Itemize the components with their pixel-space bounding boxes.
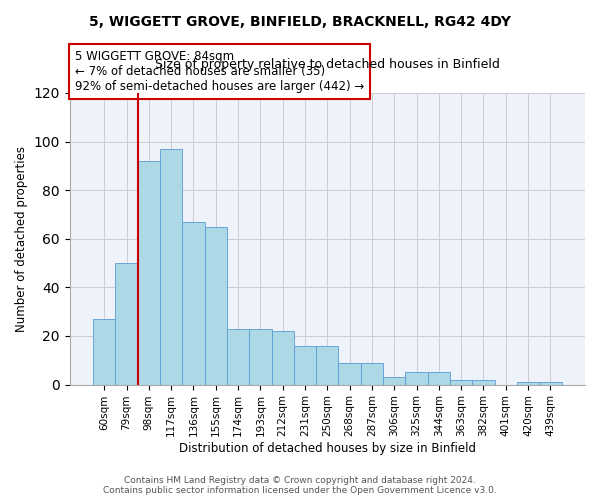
Text: Contains HM Land Registry data © Crown copyright and database right 2024.
Contai: Contains HM Land Registry data © Crown c… <box>103 476 497 495</box>
Bar <box>406 372 428 384</box>
Bar <box>93 319 115 384</box>
Title: Size of property relative to detached houses in Binfield: Size of property relative to detached ho… <box>155 58 500 71</box>
Bar <box>450 380 472 384</box>
Text: 5 WIGGETT GROVE: 84sqm
← 7% of detached houses are smaller (35)
92% of semi-deta: 5 WIGGETT GROVE: 84sqm ← 7% of detached … <box>75 50 364 93</box>
Bar <box>115 263 137 384</box>
Bar <box>160 149 182 384</box>
Bar <box>272 331 294 384</box>
Bar <box>338 362 361 384</box>
Bar <box>137 161 160 384</box>
Text: 5, WIGGETT GROVE, BINFIELD, BRACKNELL, RG42 4DY: 5, WIGGETT GROVE, BINFIELD, BRACKNELL, R… <box>89 15 511 29</box>
Bar <box>227 328 249 384</box>
Bar <box>539 382 562 384</box>
Bar <box>249 328 272 384</box>
Bar <box>517 382 539 384</box>
Bar <box>205 226 227 384</box>
Bar <box>472 380 494 384</box>
X-axis label: Distribution of detached houses by size in Binfield: Distribution of detached houses by size … <box>179 442 476 455</box>
Bar <box>428 372 450 384</box>
Bar <box>294 346 316 385</box>
Bar <box>182 222 205 384</box>
Y-axis label: Number of detached properties: Number of detached properties <box>15 146 28 332</box>
Bar <box>361 362 383 384</box>
Bar <box>316 346 338 385</box>
Bar <box>383 378 406 384</box>
